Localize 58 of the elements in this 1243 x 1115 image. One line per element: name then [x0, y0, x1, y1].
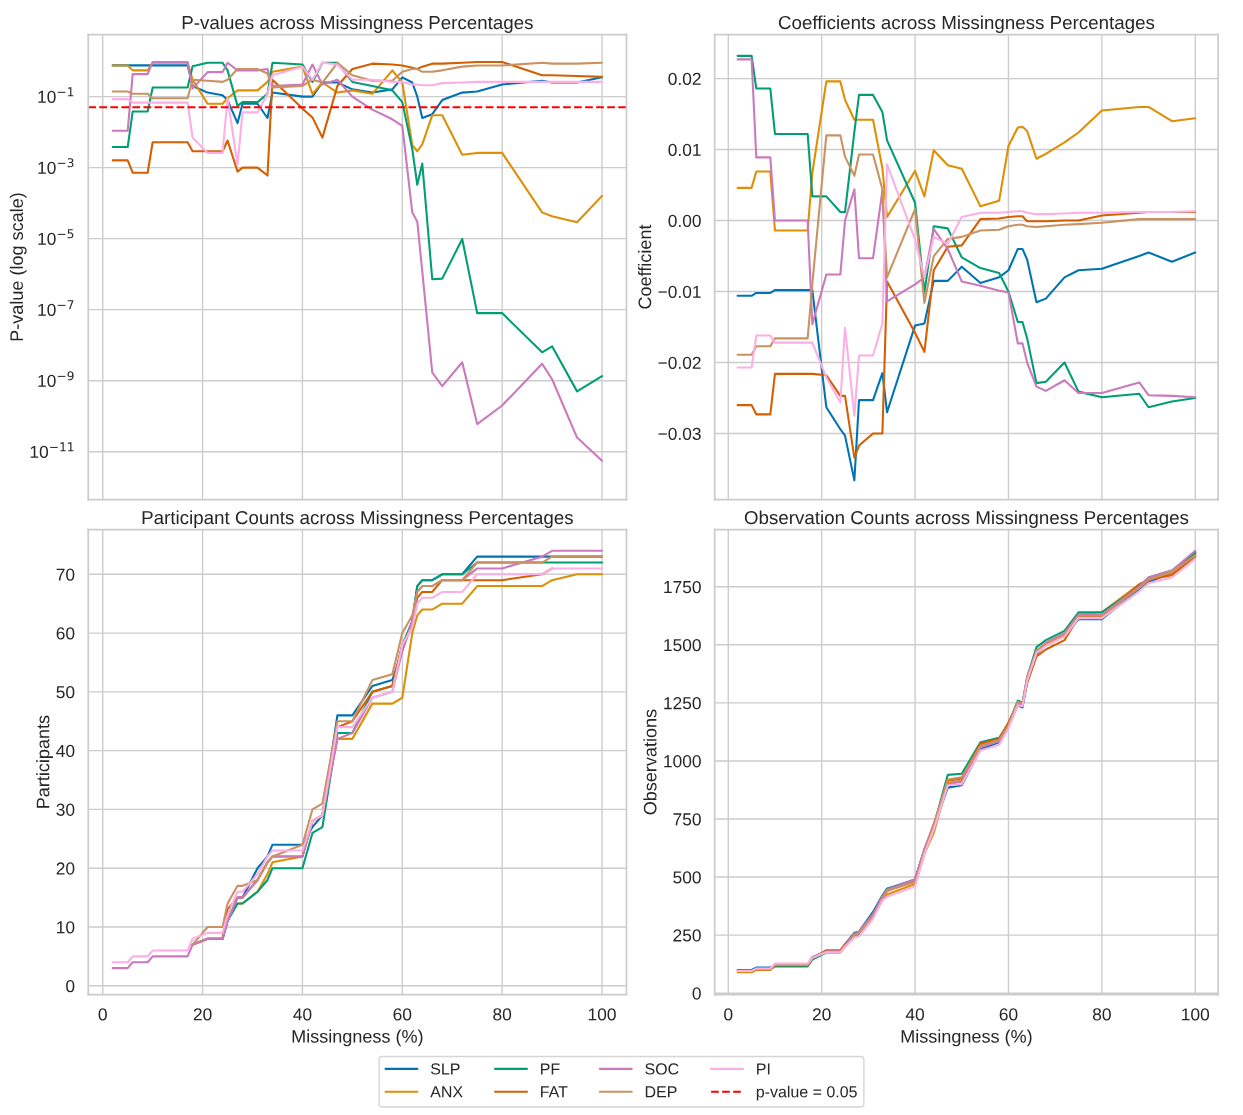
chart-title: Coefficients across Missingness Percentages: [778, 15, 1155, 33]
y-tick-label: 1500: [664, 638, 701, 652]
chart-title: Observation Counts across Missingness Percentages: [744, 510, 1189, 528]
y-tick-label: 50: [56, 686, 75, 699]
legend-label: SLP: [430, 1063, 460, 1075]
legend-label: ANX: [430, 1086, 463, 1098]
y-axis-title: P-value (log scale): [9, 193, 27, 341]
x-tick-label: 40: [905, 1008, 925, 1021]
y-tick-label: 10: [57, 921, 75, 934]
y-tick-label: 70: [56, 568, 75, 581]
y-tick-label: 0.02: [668, 72, 701, 86]
legend-label: SOC: [645, 1063, 679, 1075]
legend-label: DEP: [645, 1086, 677, 1098]
legend-label: FAT: [541, 1086, 568, 1098]
x-tick-label: 60: [393, 1008, 412, 1021]
y-tick-label: −0.02: [658, 356, 701, 369]
y-tick-label: 0.01: [668, 143, 701, 157]
y-tick-label: 10$^{−7}$: [38, 300, 74, 317]
y-tick-label: 10$^{−11}$: [30, 442, 74, 459]
x-tick-label: 80: [493, 1008, 512, 1021]
y-axis-title: Coefficient: [638, 224, 652, 309]
y-tick-label: −0.01: [658, 285, 701, 298]
y-axis-title: Participants: [36, 715, 53, 808]
x-axis-title: Missingness (%): [292, 1029, 423, 1047]
y-tick-label: 30: [56, 803, 75, 816]
y-tick-label: 10$^{−3}$: [38, 158, 74, 174]
y-tick-label: 40: [56, 744, 75, 758]
x-tick-label: 80: [1092, 1008, 1111, 1021]
y-tick-label: 20: [56, 862, 75, 875]
y-tick-label: 500: [673, 871, 701, 884]
legend-label: p-value = 0.05: [756, 1085, 857, 1101]
y-tick-label: 0: [66, 979, 75, 993]
x-tick-label: 0: [724, 1008, 733, 1021]
chart-title: P-values across Missingness Percentages: [182, 15, 533, 33]
y-tick-label: 60: [56, 627, 75, 640]
y-tick-label: 10$^{−1}$: [38, 87, 74, 103]
legend-label: PI: [757, 1063, 770, 1075]
y-tick-label: 250: [673, 929, 701, 942]
x-tick-label: 100: [588, 1008, 616, 1021]
x-axis-title: Missingness (%): [901, 1029, 1032, 1047]
y-axis-title: Observations: [643, 709, 657, 815]
chart-title: Participant Counts across Missingness Percentages: [142, 510, 573, 528]
x-tick-label: 100: [1182, 1008, 1210, 1021]
x-tick-label: 40: [293, 1008, 312, 1021]
x-tick-label: 60: [999, 1008, 1018, 1021]
y-tick-label: 0.00: [668, 214, 701, 228]
y-tick-label: 10$^{−9}$: [38, 371, 74, 388]
x-tick-label: 20: [193, 1008, 212, 1021]
legend-label: PF: [541, 1063, 560, 1075]
y-tick-label: 10$^{−5}$: [38, 229, 74, 246]
y-tick-label: 1000: [664, 755, 701, 768]
y-tick-label: −0.03: [658, 427, 701, 440]
x-tick-label: 0: [98, 1008, 107, 1021]
y-tick-label: 750: [673, 813, 701, 826]
y-tick-label: 0: [692, 987, 701, 1000]
x-tick-label: 20: [812, 1008, 831, 1021]
y-tick-label: 1750: [664, 580, 701, 594]
y-tick-label: 1250: [664, 697, 701, 710]
